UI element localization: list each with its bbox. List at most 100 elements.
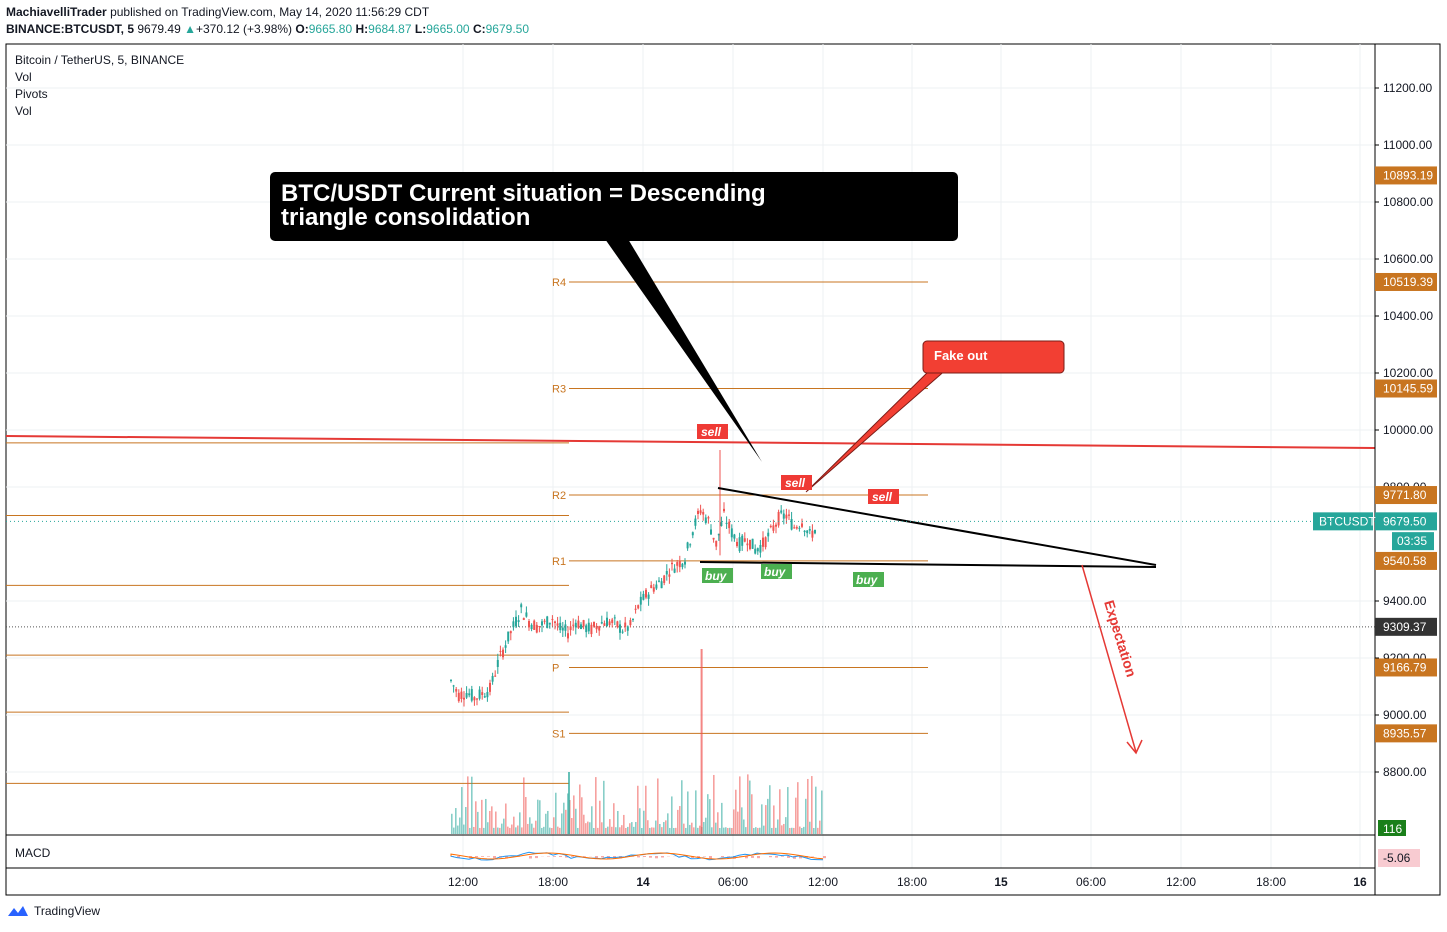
volume-bar (549, 827, 551, 834)
candle-body (470, 689, 473, 701)
candle-body (598, 626, 601, 631)
time-tick-label: 12:00 (808, 875, 838, 889)
resistance-trendline[interactable] (5, 435, 1376, 449)
publish-line: MachiavelliTrader published on TradingVi… (6, 4, 529, 21)
candle-body (621, 631, 624, 633)
time-axis[interactable]: 12:00 18:00 14 06:00 12:00 18:00 15 06:00 12:00 1… (6, 834, 1375, 889)
candle-body (673, 568, 676, 573)
open-label: O: (295, 22, 309, 36)
candle-body (528, 621, 530, 628)
price-axis[interactable]: 8800.009000.009200.009400.009800.0010000… (6, 44, 1437, 895)
candle-body (741, 535, 744, 546)
candle-body (502, 649, 504, 658)
main-callout[interactable] (270, 172, 958, 241)
sell-marker[interactable] (868, 489, 899, 504)
volume-bar (813, 827, 815, 834)
macd-histogram-bar (709, 856, 712, 859)
last-price: 9679.49 (137, 22, 181, 36)
buy-marker[interactable] (702, 568, 733, 583)
legend-vol[interactable]: Vol (15, 70, 32, 84)
triangle-lower-line[interactable] (699, 561, 1157, 568)
legend-pivots[interactable]: Pivots (15, 87, 48, 101)
macd-histogram-bar (553, 856, 556, 857)
price-tick-label: 10200.00 (1383, 366, 1433, 380)
volume-bar (455, 808, 457, 834)
candle-body (551, 618, 554, 620)
footer-brand[interactable]: TradingView (6, 904, 100, 918)
volume-bar (459, 817, 461, 834)
candle-body (509, 631, 512, 634)
price-tick-label: 10800.00 (1383, 195, 1433, 209)
volume-bar (791, 827, 793, 834)
volume-bar (703, 821, 705, 834)
fakeout-callout[interactable] (922, 340, 1065, 374)
candle-body (738, 537, 741, 552)
expectation-arrow-line[interactable] (1081, 564, 1137, 753)
volume-bar (795, 797, 797, 834)
expectation-label[interactable]: Expectation (1101, 598, 1140, 679)
volume-bar (525, 797, 527, 834)
volume-bar (675, 827, 677, 834)
pivot-label: R3 (552, 384, 566, 396)
price-tag (1375, 658, 1437, 677)
author-name[interactable]: MachiavelliTrader (6, 5, 107, 19)
price-tag-label: 9771.80 (1383, 488, 1427, 502)
price-tick-label: 11200.00 (1383, 81, 1432, 95)
drawings[interactable]: Expectation BTC/USDT Current situation = … (5, 172, 1376, 755)
macd-histogram-bar (799, 856, 802, 859)
arrow-head-icon[interactable] (1126, 739, 1143, 755)
macd-histogram-bar (595, 856, 598, 859)
sell-marker[interactable] (697, 424, 728, 439)
volume-bar (609, 819, 611, 834)
volume-bar (465, 807, 467, 834)
grid-lines (6, 44, 1375, 868)
candle-body (785, 514, 788, 519)
candle-body (564, 624, 567, 631)
candle-body (665, 571, 668, 575)
volume-bar (555, 792, 557, 834)
sell-marker[interactable] (781, 475, 812, 490)
triangle-upper-line[interactable] (717, 487, 1157, 566)
main-callout-pointer[interactable] (605, 239, 762, 462)
candle-body (530, 624, 533, 630)
volume-bar (747, 774, 749, 834)
volume-bar (771, 827, 773, 834)
volume-bar (717, 812, 719, 834)
volume-bar (639, 808, 641, 834)
fakeout-label: Fake out (934, 348, 988, 363)
volume-spike (700, 649, 703, 834)
candle-body (684, 561, 686, 565)
legend-macd[interactable]: MACD (15, 846, 51, 860)
close-value: 9679.50 (485, 22, 530, 36)
volume-bar (785, 817, 787, 834)
candle-body (691, 532, 694, 536)
volume-bar (819, 820, 821, 834)
candle-body (543, 620, 546, 622)
candle-body (725, 522, 728, 525)
candle-body (798, 527, 801, 529)
candle-body (697, 510, 699, 514)
volume-bar (647, 820, 649, 834)
candle-body (647, 594, 650, 599)
candle-body (723, 508, 725, 512)
buy-marker[interactable] (761, 564, 792, 579)
close-label: C: (472, 22, 486, 36)
volume-bar (665, 820, 667, 834)
legend-vol-2[interactable]: Vol (15, 104, 32, 118)
buy-marker[interactable] (853, 572, 884, 587)
volume-bar (467, 776, 469, 834)
volume-bar (541, 827, 543, 834)
volume-bar (531, 823, 533, 834)
macd-pane (450, 851, 826, 861)
candle-body (587, 622, 590, 632)
price-tag (1375, 166, 1437, 185)
volume-bar (605, 827, 607, 834)
price-tag-label: 03:35 (1397, 534, 1427, 548)
candle-body (806, 530, 809, 534)
volume-bar (797, 782, 799, 834)
volume-bar (745, 827, 747, 834)
volume-bar (597, 827, 599, 834)
volume-bar (691, 822, 693, 834)
candle-body (593, 621, 595, 627)
